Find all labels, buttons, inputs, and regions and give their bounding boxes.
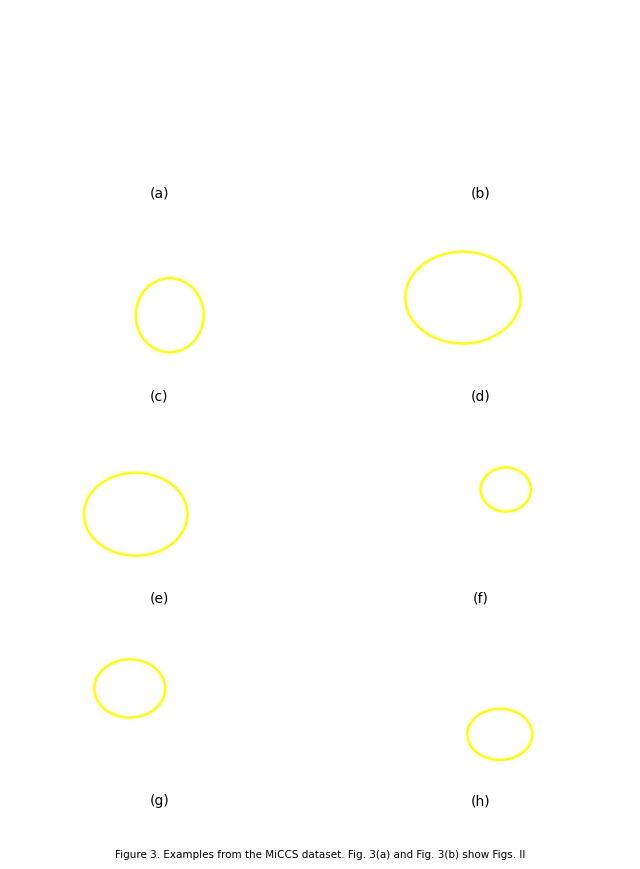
Text: Figure 3. Examples from the MiCCS dataset. Fig. 3(a) and Fig. 3(b) show Figs. II: Figure 3. Examples from the MiCCS datase… xyxy=(115,850,525,860)
Text: (h): (h) xyxy=(471,794,490,808)
Text: (d): (d) xyxy=(471,389,490,403)
Text: (g): (g) xyxy=(150,794,169,808)
Text: (c): (c) xyxy=(150,389,168,403)
Text: (a): (a) xyxy=(150,187,169,201)
Text: (f): (f) xyxy=(473,592,488,606)
Text: (e): (e) xyxy=(150,592,169,606)
Text: (b): (b) xyxy=(471,187,490,201)
